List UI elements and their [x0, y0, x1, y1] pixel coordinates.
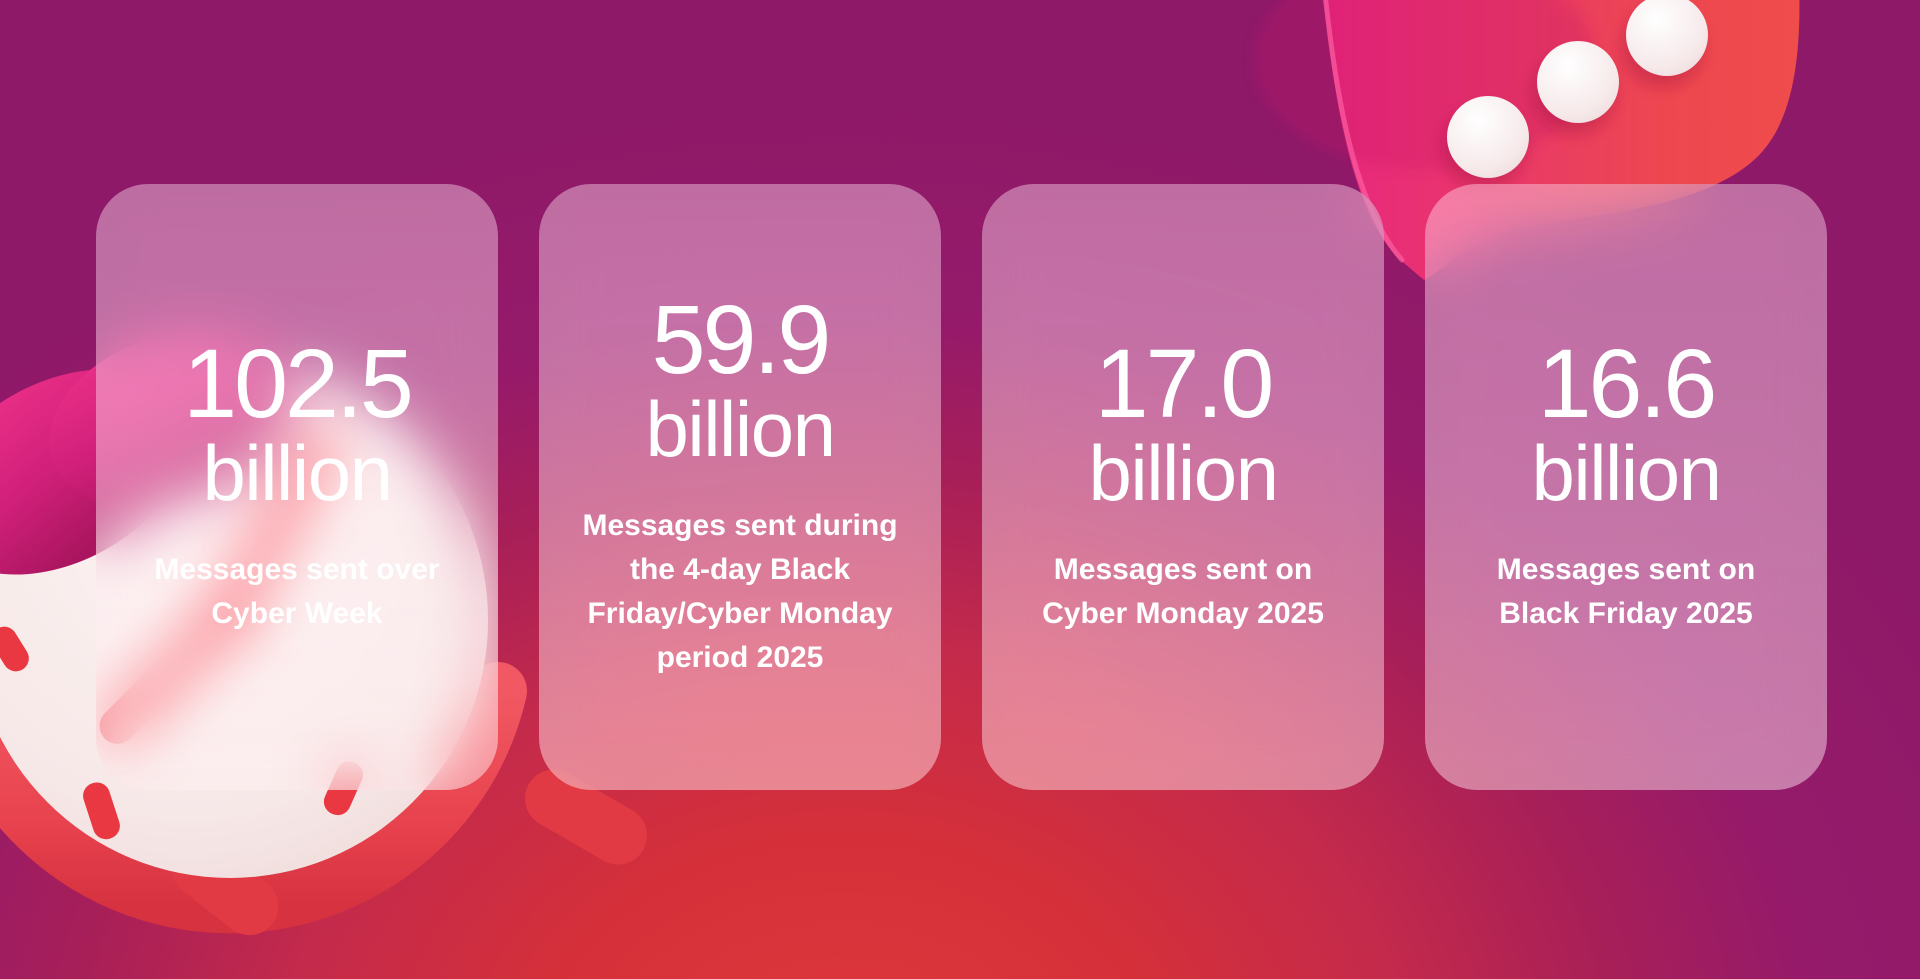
- chat-bubble-highlight: [1323, 0, 1405, 263]
- stat-card-cyber-monday: 17.0 billion Messages sent on Cyber Mond…: [982, 184, 1384, 790]
- stat-description-line: Cyber Week: [211, 597, 383, 631]
- stat-unit: billion: [1088, 429, 1279, 518]
- clock-tick: [0, 626, 29, 672]
- stat-description-line: Messages sent on: [1053, 553, 1313, 587]
- stat-description-line: Messages sent on: [1496, 553, 1756, 587]
- stat-card-bfcm-period: 59.9 billion Messages sent during the 4-…: [539, 184, 941, 790]
- stat-unit: billion: [1531, 429, 1722, 518]
- stat-description: Messages sent on Cyber Monday 2025: [1042, 548, 1324, 636]
- stat-value: 16.6: [1537, 328, 1718, 438]
- clock-tick: [83, 782, 120, 840]
- stat-description-line: Cyber Monday 2025: [1042, 597, 1324, 631]
- stat-value: 59.9: [651, 284, 832, 394]
- clock-foot-right: [524, 769, 648, 865]
- stat-card-cyber-week: 102.5 billion Messages sent over Cyber W…: [96, 184, 498, 790]
- stat-description-line: Messages sent over: [154, 553, 440, 587]
- stat-unit: billion: [645, 385, 836, 474]
- stat-unit: billion: [202, 429, 393, 518]
- stat-value: 17.0: [1094, 328, 1275, 438]
- stat-description-line: period 2025: [656, 641, 824, 675]
- stat-description-line: Black Friday 2025: [1499, 597, 1753, 631]
- stat-description: Messages sent over Cyber Week: [154, 548, 439, 636]
- typing-dot: [1626, 0, 1708, 76]
- typing-dot: [1537, 41, 1619, 123]
- typing-dot: [1447, 96, 1529, 178]
- stat-description-line: the 4-day Black: [629, 553, 851, 587]
- typing-dots-icon: [1442, 0, 1708, 190]
- stat-description: Messages sent on Black Friday 2025: [1497, 548, 1755, 636]
- stat-value: 102.5: [183, 328, 414, 438]
- stat-description-line: Friday/Cyber Monday: [587, 597, 893, 631]
- stat-card-black-friday: 16.6 billion Messages sent on Black Frid…: [1425, 184, 1827, 790]
- stats-card-row: 102.5 billion Messages sent over Cyber W…: [0, 184, 1920, 790]
- stat-description-line: Messages sent during: [582, 509, 898, 543]
- stat-description: Messages sent during the 4-day Black Fri…: [582, 504, 897, 680]
